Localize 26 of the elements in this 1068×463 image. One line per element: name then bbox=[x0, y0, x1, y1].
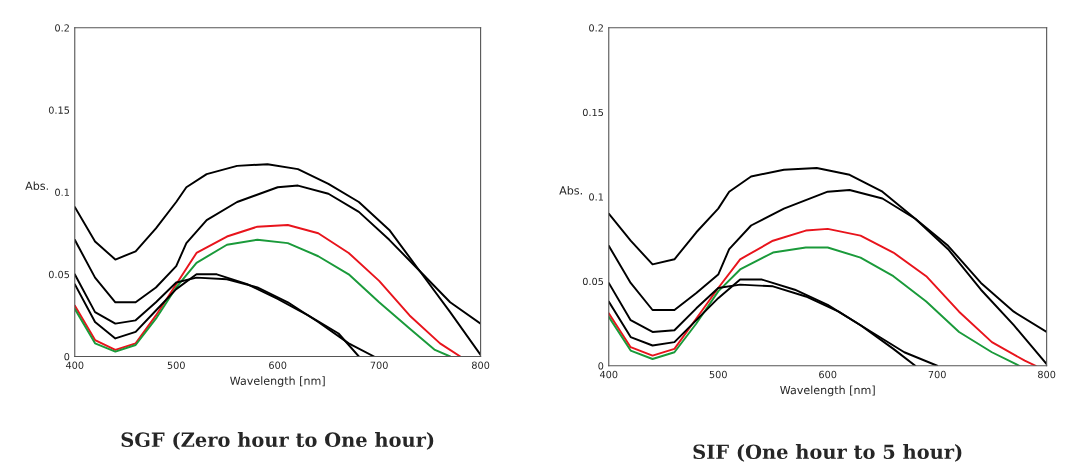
x-axis-title: Wavelength [nm] bbox=[230, 376, 325, 388]
x-tick-label: 400 bbox=[599, 370, 618, 379]
x-tick-label: 800 bbox=[471, 361, 490, 369]
x-tick-label: 600 bbox=[819, 370, 837, 379]
y-tick-label: 0.2 bbox=[589, 24, 603, 32]
y-tick-label: 0.1 bbox=[55, 188, 69, 196]
y-tick-label: 0.05 bbox=[48, 270, 70, 279]
text: SIF (One hour to 5 hour) bbox=[693, 444, 962, 462]
y-tick-label: 0.2 bbox=[55, 24, 69, 32]
x-tick-label: 500 bbox=[167, 361, 185, 369]
x-tick-label: 800 bbox=[1038, 370, 1056, 379]
y-axis-title: Abs. bbox=[25, 181, 48, 190]
x-tick-label: 400 bbox=[65, 361, 84, 369]
y-tick-label: 0.15 bbox=[48, 106, 70, 114]
y-tick-label: 0 bbox=[598, 362, 604, 370]
x-tick-label: 500 bbox=[709, 370, 727, 379]
x-axis-title: Wavelength [nm] bbox=[780, 385, 875, 397]
y-tick-label: 0.05 bbox=[582, 277, 604, 286]
y-axis-title: Abs. bbox=[559, 186, 582, 195]
text: SGF (Zero hour to One hour) bbox=[121, 432, 434, 450]
y-tick-label: 0.1 bbox=[589, 193, 603, 201]
x-tick-label: 700 bbox=[370, 361, 388, 369]
y-tick-label: 0 bbox=[64, 352, 70, 361]
x-tick-label: 600 bbox=[269, 361, 287, 369]
y-tick-label: 0.15 bbox=[582, 108, 604, 117]
x-tick-label: 700 bbox=[928, 370, 946, 379]
